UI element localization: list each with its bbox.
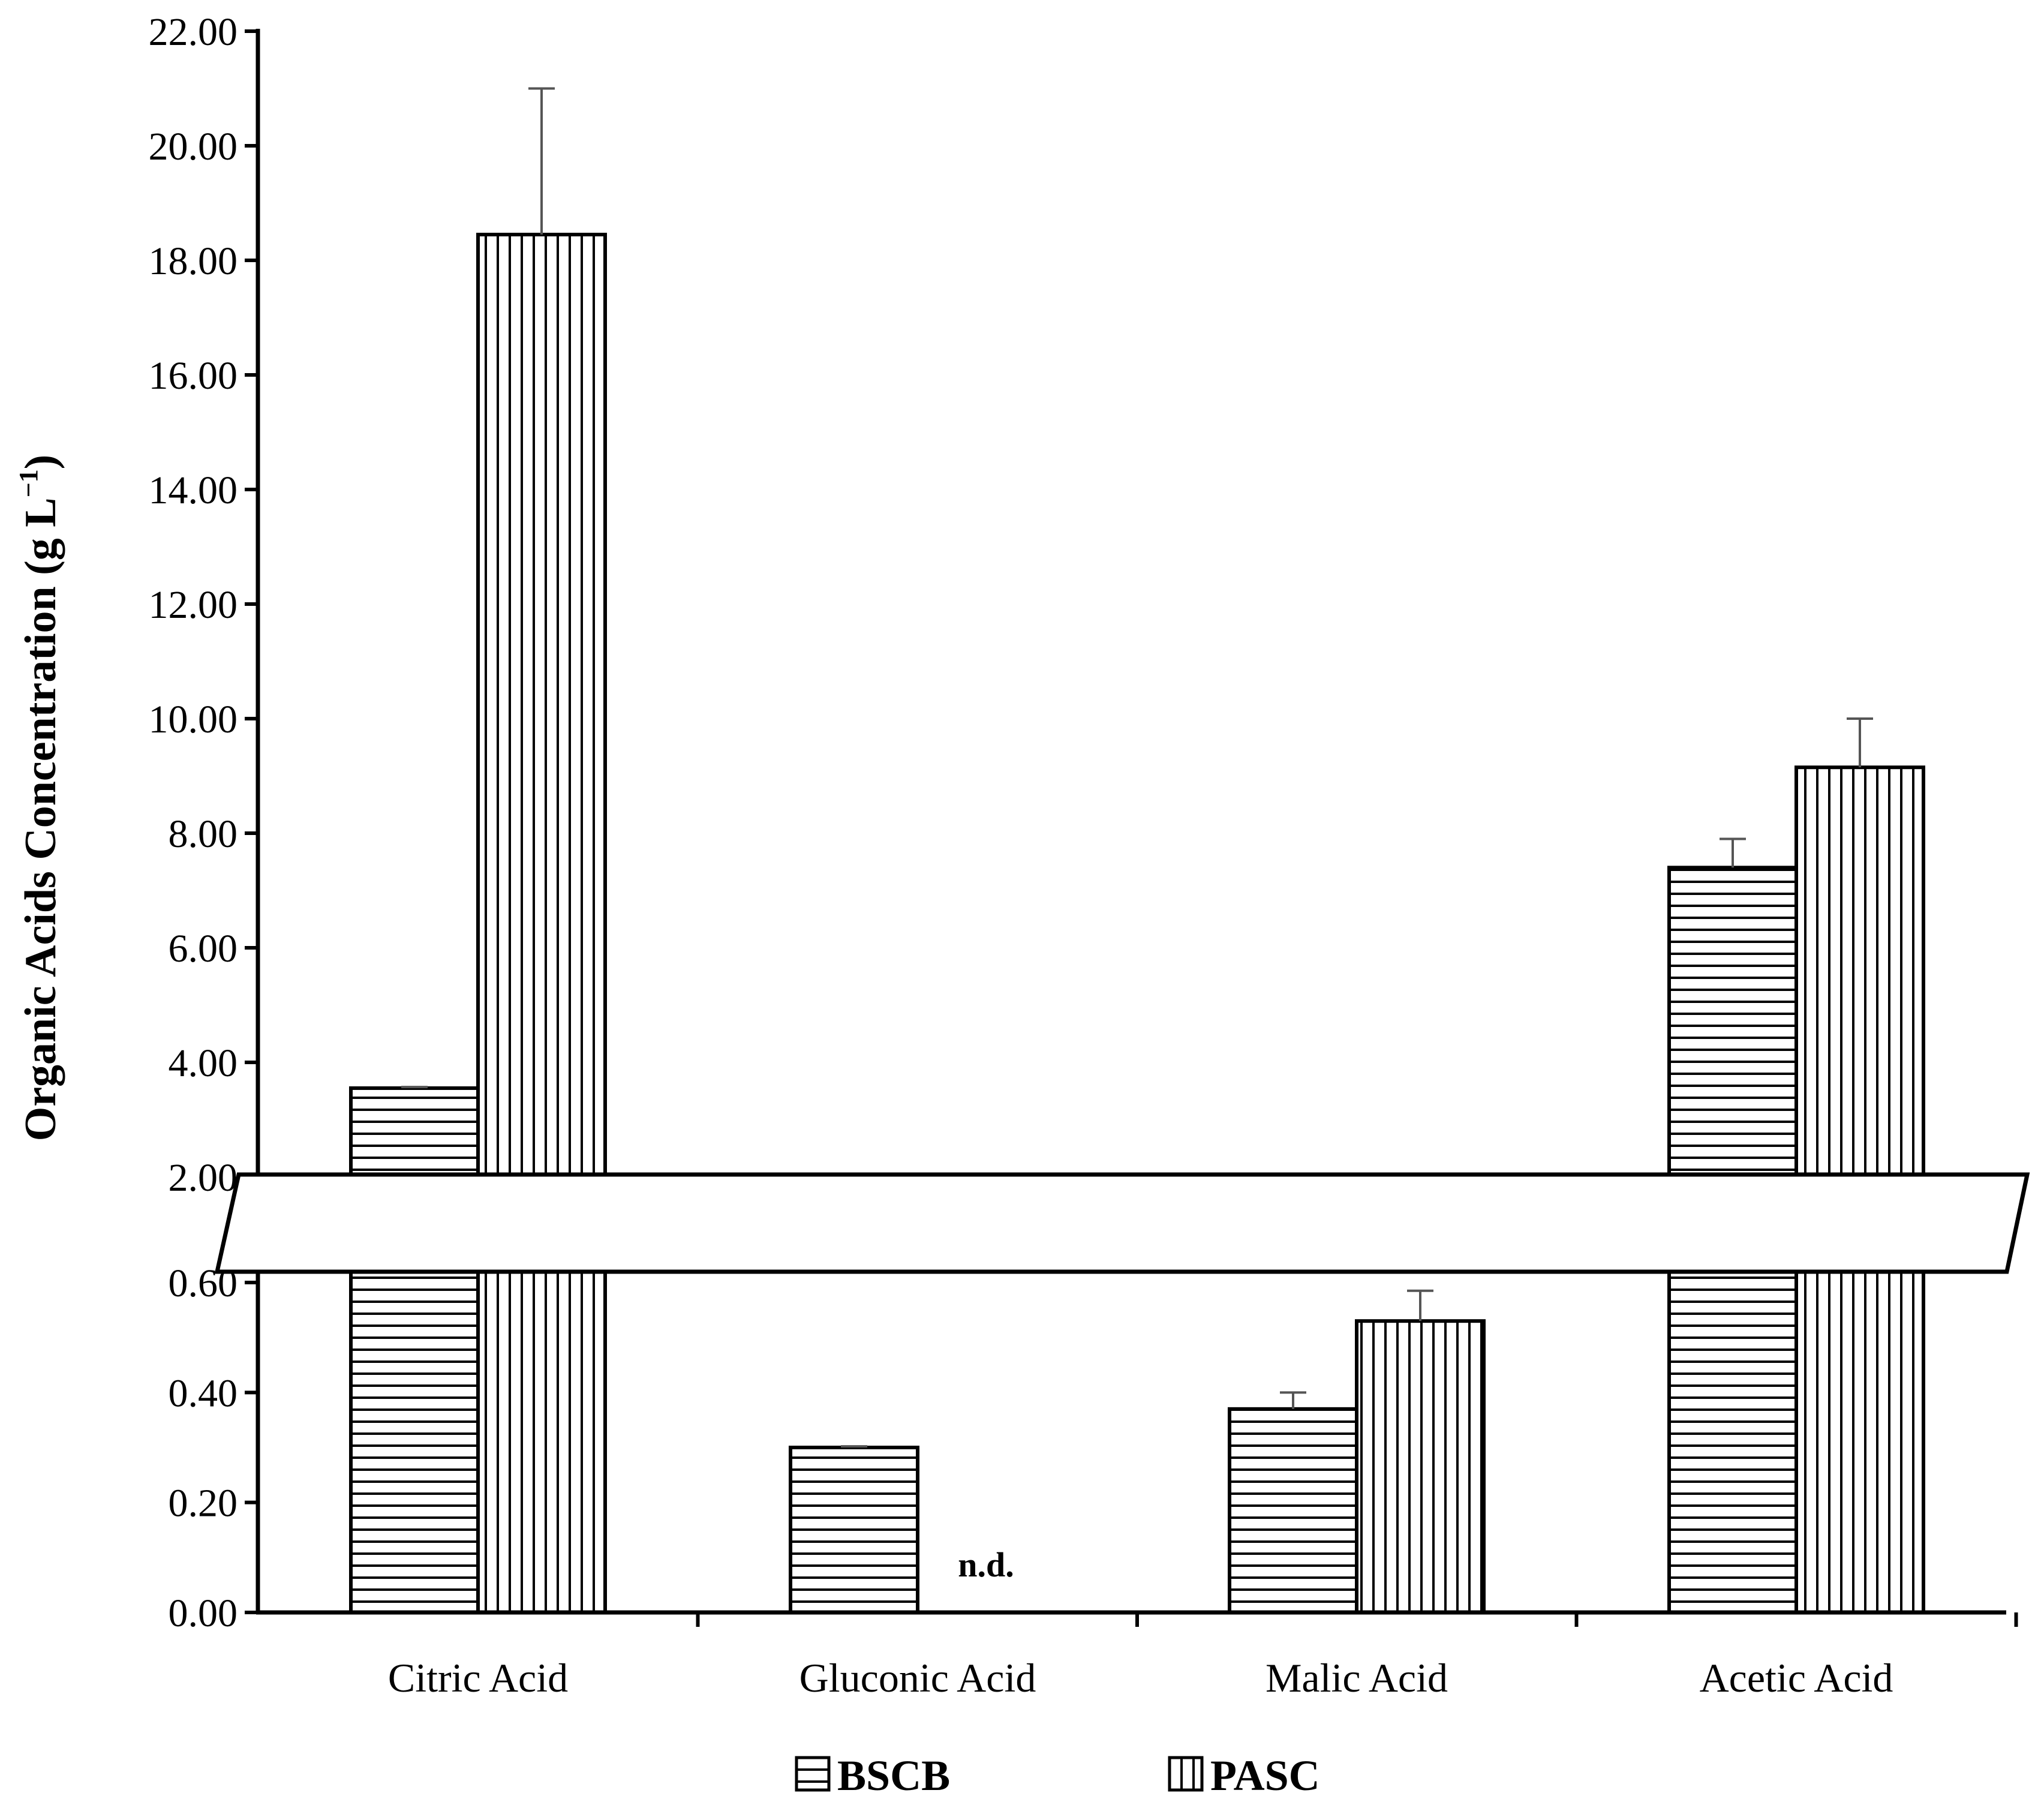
legend-swatch-pasc	[1168, 1756, 1204, 1792]
y-tick-label: 0.00	[169, 1591, 238, 1635]
y-tick-label: 0.40	[169, 1371, 238, 1415]
y-axis-label-superscript: −1	[14, 469, 43, 497]
axis-break-band	[214, 1172, 2030, 1274]
x-tick-label: Malic Acid	[1266, 1655, 1448, 1701]
y-tick-label: 6.00	[169, 927, 238, 971]
y-tick-label: 4.00	[169, 1041, 238, 1085]
y-tick-label: 8.00	[169, 812, 238, 856]
x-tick-label: Citric Acid	[388, 1655, 568, 1701]
legend: BSCB PASC	[795, 1752, 1320, 1800]
x-tick-label: Acetic Acid	[1700, 1655, 1893, 1701]
bar-pasc-malic-acid	[1355, 1319, 1486, 1615]
y-axis-label-suffix: )	[16, 455, 65, 470]
error-bars-layer	[401, 87, 1873, 1448]
bar-bscb-citric-acid	[349, 1086, 480, 1614]
x-ticks	[696, 1612, 2018, 1627]
x-tick-labels: Citric Acid Gluconic Acid Malic Acid Acetic…	[388, 1655, 1893, 1701]
y-tick-label: 20.00	[149, 125, 238, 169]
y-tick-label: 22.00	[149, 10, 238, 54]
y-tick-label: 0.60	[169, 1262, 238, 1305]
y-tick-label: 2.00	[169, 1156, 238, 1200]
y-tick-label: 18.00	[149, 239, 238, 283]
bar-bscb-gluconic-acid	[789, 1446, 919, 1614]
legend-swatch-bscb	[795, 1756, 831, 1792]
y-tick-label: 16.00	[149, 354, 238, 398]
bar-pasc-citric-acid	[476, 233, 607, 1615]
y-tick-label: 0.20	[169, 1482, 238, 1525]
y-axis-label: Organic Acids Concentration (g L−1)	[14, 455, 65, 1142]
x-tick-label: Gluconic Acid	[799, 1655, 1036, 1701]
y-axis-label-main: Organic Acids Concentration (g L	[16, 497, 65, 1141]
legend-label-bscb: BSCB	[837, 1752, 950, 1800]
annotation-nd: n.d.	[958, 1545, 1014, 1584]
y-tick-label: 10.00	[149, 698, 238, 741]
y-tick-label: 14.00	[149, 468, 238, 512]
bars-layer	[349, 233, 1925, 1615]
bar-bscb-malic-acid	[1228, 1407, 1358, 1614]
legend-label-pasc: PASC	[1210, 1752, 1320, 1800]
y-tick-label: 12.00	[149, 583, 238, 627]
y-tick-labels: 0.00 0.20 0.40 0.60 2.00 4.00 6.00 8.00 10.00 12.…	[149, 10, 238, 1635]
